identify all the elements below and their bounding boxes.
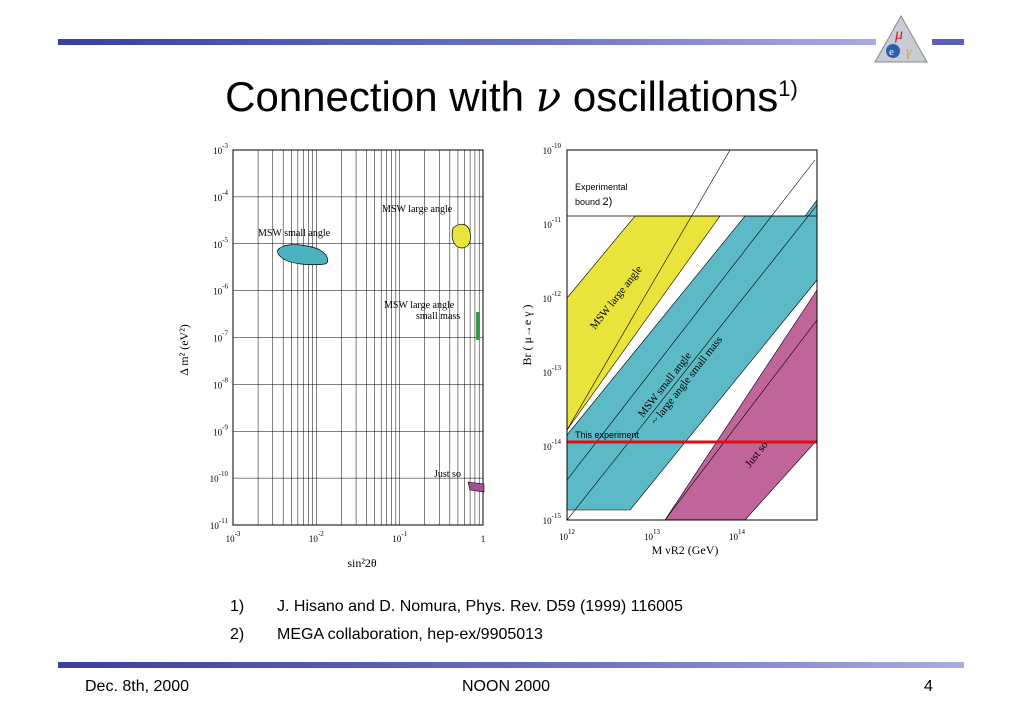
x-tick-label: 1012: [559, 528, 576, 542]
band-msw-small-angle: [567, 199, 817, 511]
this-experiment-label: This experiment: [575, 430, 640, 440]
branching-ratio-plot: Experimental bound 2) This experiment MS…: [520, 142, 818, 557]
top-rule-end: [932, 39, 964, 45]
msw-small-mass-region: [476, 312, 480, 340]
svg-text:e: e: [889, 46, 894, 58]
exp-bound-label-1: Experimental: [575, 182, 628, 192]
y-tick-label: 10-10: [543, 142, 562, 156]
x-tick-label: 1: [481, 534, 486, 544]
y-tick-label: 10-10: [210, 470, 229, 484]
references: 1) J. Hisano and D. Nomura, Phys. Rev. D…: [230, 598, 683, 654]
footer-page-number: 4: [924, 678, 933, 695]
top-rule: [58, 39, 876, 45]
reference-number: 1): [230, 598, 245, 615]
y-tick-labels: 10-10 10-11 10-12 10-13 10-14 10-15: [543, 142, 562, 526]
y-tick-label: 10-6: [213, 283, 228, 297]
footer-event: NOON 2000: [462, 678, 551, 695]
just-so-region: [467, 481, 485, 493]
y-tick-label: 10-7: [213, 330, 228, 344]
y-tick-label: 10-11: [543, 216, 562, 230]
label-msw-large-small-mass-1: MSW large angle: [384, 300, 455, 311]
band-just-so: [664, 289, 817, 520]
slide-title: Connection with ν oscillations1): [225, 72, 798, 121]
oscillation-parameter-plot: MSW small angle MSW large angle MSW larg…: [177, 142, 486, 570]
label-msw-large-small-mass-2: small mass: [416, 311, 460, 322]
msw-small-angle-region: [277, 244, 329, 266]
x-tick-label: 10-2: [309, 530, 324, 544]
y-tick-label: 10-4: [213, 189, 228, 203]
x-tick-labels: 10-3 10-2 10-1 1: [226, 530, 486, 544]
label-just-so: Just so: [434, 469, 461, 480]
reference-text: MEGA collaboration, hep-ex/9905013: [277, 626, 543, 643]
muegamma-logo: μ e γ: [874, 14, 928, 63]
left-ylabel: Δ m² (eV²): [177, 324, 191, 376]
bottom-rule: [58, 662, 964, 668]
y-tick-label: 10-14: [543, 438, 562, 452]
x-tick-label: 1013: [644, 528, 661, 542]
reference-1: 1) J. Hisano and D. Nomura, Phys. Rev. D…: [230, 598, 683, 616]
svg-text:γ: γ: [906, 45, 912, 60]
plot-frame: [232, 149, 484, 526]
y-tick-label: 10-8: [213, 376, 228, 390]
y-tick-label: 10-13: [543, 364, 562, 378]
label-msw-small: MSW small angle: [258, 228, 331, 239]
y-tick-label: 10-3: [213, 142, 228, 156]
x-tick-labels: 1012 1013 1014: [559, 528, 746, 542]
y-tick-label: 10-12: [543, 290, 562, 304]
label-msw-large: MSW large angle: [382, 204, 453, 215]
footer-date: Dec. 8th, 2000: [85, 678, 190, 695]
exp-bound-label-2: bound 2): [575, 196, 612, 208]
reference-text: J. Hisano and D. Nomura, Phys. Rev. D59 …: [277, 598, 683, 615]
y-tick-label: 10-11: [210, 517, 229, 531]
reference-number: 2): [230, 626, 245, 643]
y-tick-label: 10-5: [213, 236, 228, 250]
svg-text:μ: μ: [894, 26, 903, 43]
y-tick-label: 10-15: [543, 512, 562, 526]
x-tick-label: 10-1: [392, 530, 407, 544]
reference-2: 2) MEGA collaboration, hep-ex/9905013: [230, 626, 683, 644]
right-xlabel: M νR2 (GeV): [652, 543, 719, 557]
left-xlabel: sin²2θ: [347, 556, 377, 570]
right-ylabel: Br ( μ→e γ ): [520, 304, 534, 365]
y-tick-label: 10-9: [213, 423, 228, 437]
x-tick-label: 10-3: [226, 530, 241, 544]
msw-large-angle-region: [451, 223, 471, 249]
y-tick-labels: 10-3 10-4 10-5 10-6 10-7 10-8 10-9 10-10 10-11: [210, 142, 229, 531]
x-tick-label: 1014: [729, 528, 746, 542]
